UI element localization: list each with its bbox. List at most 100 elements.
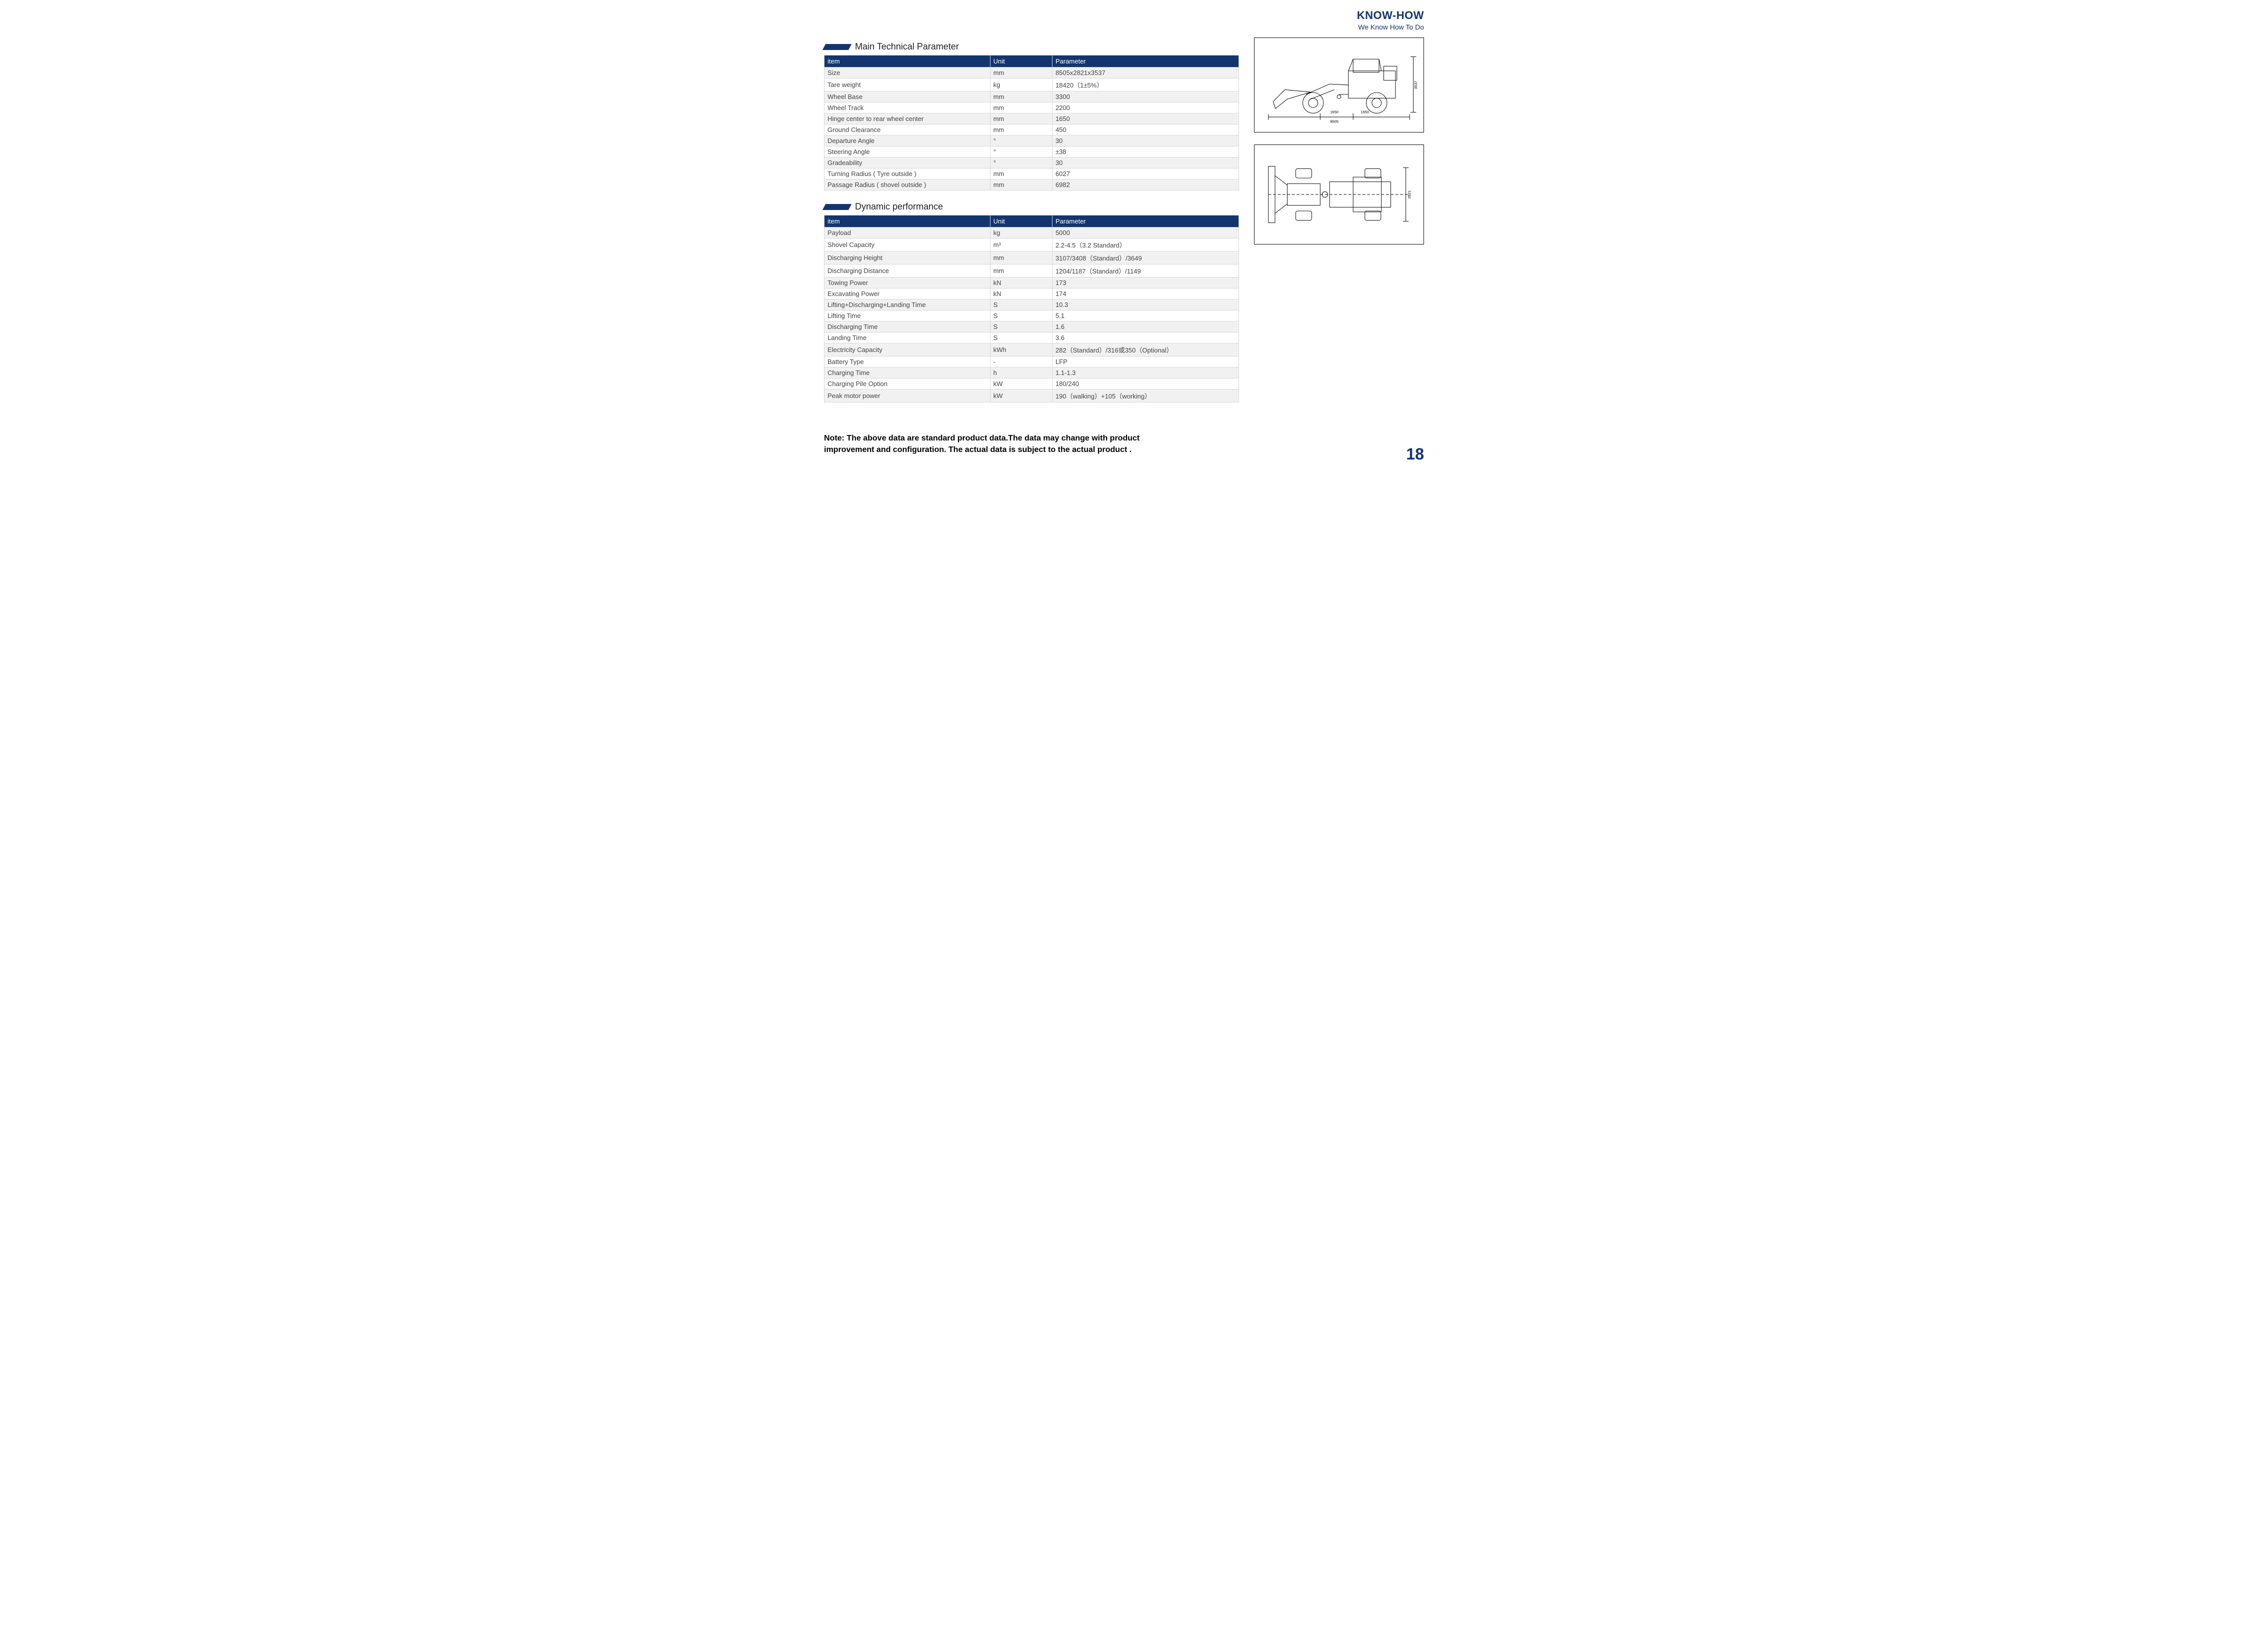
table-row: Hinge center to rear wheel centermm1650 xyxy=(824,114,1239,124)
cell-unit: mm xyxy=(990,92,1052,102)
section-heading: Dynamic performance xyxy=(855,202,943,212)
table-row: Tare weightkg18420（1±5%） xyxy=(824,78,1239,92)
cell-item: Size xyxy=(824,68,990,78)
table-main-technical: item Unit Parameter Sizemm8505x2821x3537… xyxy=(824,55,1239,190)
cell-unit: kW xyxy=(990,378,1052,390)
cell-item: Lifting+Discharging+Landing Time xyxy=(824,300,990,310)
dim-length: 8505 xyxy=(1330,119,1338,124)
table-row: Wheel Trackmm2200 xyxy=(824,102,1239,114)
th-unit: Unit xyxy=(990,56,1052,68)
cell-item: Departure Angle xyxy=(824,136,990,146)
cell-unit: mm xyxy=(990,252,1052,264)
cell-param: 5000 xyxy=(1052,228,1238,238)
cell-param: 1.6 xyxy=(1052,322,1238,332)
cell-unit: mm xyxy=(990,114,1052,124)
table-row: Passage Radius ( shovel outside )mm6982 xyxy=(824,180,1239,190)
table-row: Discharging TimeS1.6 xyxy=(824,322,1239,332)
cell-param: 173 xyxy=(1052,278,1238,288)
table-row: Electricity CapacitykWh282（Standard）/316… xyxy=(824,344,1239,356)
cell-item: Landing Time xyxy=(824,332,990,344)
cell-item: Charging Time xyxy=(824,368,990,378)
cell-unit: m³ xyxy=(990,238,1052,252)
cell-param: 8505x2821x3537 xyxy=(1052,68,1238,78)
table-row: Peak motor powerkW190（walking）+105（worki… xyxy=(824,390,1239,402)
cell-item: Battery Type xyxy=(824,356,990,368)
cell-item: Payload xyxy=(824,228,990,238)
section-heading: Main Technical Parameter xyxy=(855,42,959,52)
cell-param: 180/240 xyxy=(1052,378,1238,390)
cell-param: 5.1 xyxy=(1052,310,1238,322)
cell-unit: kN xyxy=(990,288,1052,300)
th-param: Parameter xyxy=(1052,216,1238,228)
diagram-top-view: 2821 xyxy=(1254,144,1424,244)
cell-item: Passage Radius ( shovel outside ) xyxy=(824,180,990,190)
drawing-side-icon: 8505 1650 1650 3537 xyxy=(1259,42,1419,128)
cell-unit: ° xyxy=(990,136,1052,146)
cell-param: 2.2-4.5（3.2 Standard） xyxy=(1052,238,1238,252)
cell-item: Tare weight xyxy=(824,78,990,92)
cell-unit: S xyxy=(990,332,1052,344)
dim-height: 3537 xyxy=(1414,81,1418,90)
cell-param: 1650 xyxy=(1052,114,1238,124)
table-row: Discharging Distancemm1204/1187（Standard… xyxy=(824,264,1239,278)
cell-unit: ° xyxy=(990,158,1052,168)
cell-item: Wheel Track xyxy=(824,102,990,114)
note-text: Note: The above data are standard produc… xyxy=(824,432,1184,456)
table-row: Lifting TimeS5.1 xyxy=(824,310,1239,322)
table-row: Payloadkg5000 xyxy=(824,228,1239,238)
cell-param: LFP xyxy=(1052,356,1238,368)
section-title-main: Main Technical Parameter xyxy=(824,42,1239,52)
cell-unit: S xyxy=(990,322,1052,332)
cell-unit: h xyxy=(990,368,1052,378)
cell-param: 30 xyxy=(1052,136,1238,146)
cell-item: Electricity Capacity xyxy=(824,344,990,356)
th-item: item xyxy=(824,56,990,68)
cell-unit: S xyxy=(990,310,1052,322)
cell-item: Excavating Power xyxy=(824,288,990,300)
cell-item: Towing Power xyxy=(824,278,990,288)
dim-seg1: 1650 xyxy=(1330,110,1338,114)
cell-param: ±38 xyxy=(1052,146,1238,158)
table-row: Departure Angle°30 xyxy=(824,136,1239,146)
cell-item: Steering Angle xyxy=(824,146,990,158)
dim-width: 2821 xyxy=(1407,190,1412,199)
cell-unit: - xyxy=(990,356,1052,368)
cell-unit: mm xyxy=(990,180,1052,190)
cell-item: Discharging Distance xyxy=(824,264,990,278)
dim-seg2: 1650 xyxy=(1360,110,1369,114)
cell-param: 6982 xyxy=(1052,180,1238,190)
cell-unit: kWh xyxy=(990,344,1052,356)
cell-unit: kg xyxy=(990,228,1052,238)
brand-block: KNOW-HOW We Know How To Do xyxy=(1357,9,1424,31)
cell-item: Hinge center to rear wheel center xyxy=(824,114,990,124)
th-param: Parameter xyxy=(1052,56,1238,68)
cell-unit: mm xyxy=(990,124,1052,136)
cell-param: 10.3 xyxy=(1052,300,1238,310)
table-row: Ground Clearancemm450 xyxy=(824,124,1239,136)
table-row: Excavating PowerkN174 xyxy=(824,288,1239,300)
table-row: Wheel Basemm3300 xyxy=(824,92,1239,102)
content: Main Technical Parameter item Unit Param… xyxy=(824,38,1424,456)
cell-item: Discharging Time xyxy=(824,322,990,332)
cell-param: 18420（1±5%） xyxy=(1052,78,1238,92)
table-row: Discharging Heightmm3107/3408（Standard）/… xyxy=(824,252,1239,264)
table-row: Landing TimeS3.6 xyxy=(824,332,1239,344)
cell-unit: kN xyxy=(990,278,1052,288)
table-row: Sizemm8505x2821x3537 xyxy=(824,68,1239,78)
cell-param: 190（walking）+105（working） xyxy=(1052,390,1238,402)
table-dynamic: item Unit Parameter Payloadkg5000Shovel … xyxy=(824,215,1239,402)
cell-param: 1204/1187（Standard）/1149 xyxy=(1052,264,1238,278)
cell-unit: S xyxy=(990,300,1052,310)
cell-param: 174 xyxy=(1052,288,1238,300)
cell-param: 3.6 xyxy=(1052,332,1238,344)
cell-unit: ° xyxy=(990,146,1052,158)
cell-unit: mm xyxy=(990,68,1052,78)
table-row: Gradeability°30 xyxy=(824,158,1239,168)
th-unit: Unit xyxy=(990,216,1052,228)
cell-item: Lifting Time xyxy=(824,310,990,322)
cell-item: Peak motor power xyxy=(824,390,990,402)
cell-item: Wheel Base xyxy=(824,92,990,102)
cell-param: 3107/3408（Standard）/3649 xyxy=(1052,252,1238,264)
section-title-dynamic: Dynamic performance xyxy=(824,202,1239,212)
cell-param: 282（Standard）/316或350（Optional） xyxy=(1052,344,1238,356)
